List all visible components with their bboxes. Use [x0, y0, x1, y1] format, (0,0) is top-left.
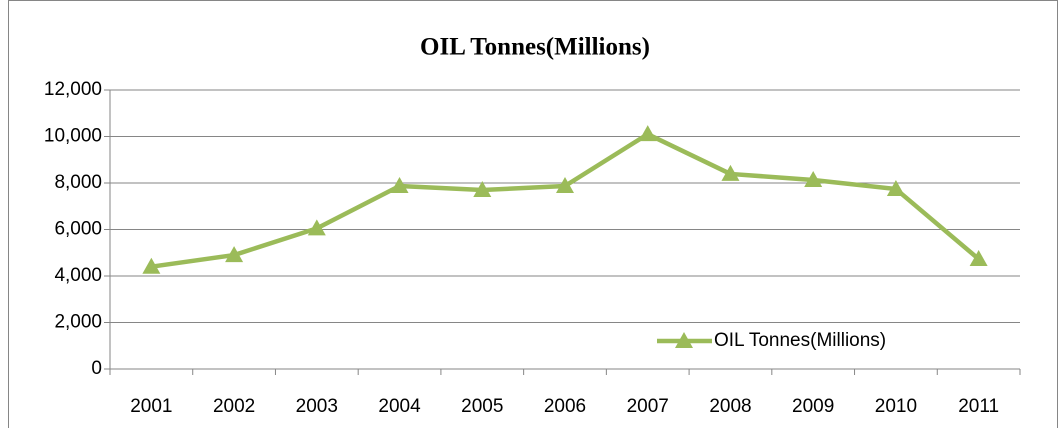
- marker: [142, 257, 161, 274]
- marker: [473, 180, 492, 197]
- y-tick-label: 2,000: [54, 312, 102, 333]
- chart-frame: [8, 0, 1058, 428]
- x-tick-label: 2004: [378, 396, 421, 417]
- marker: [804, 170, 823, 187]
- y-tick-label: 6,000: [54, 219, 102, 240]
- marker: [556, 177, 574, 194]
- x-tick-label: 2010: [875, 396, 917, 417]
- marker: [225, 246, 244, 263]
- legend-marker: [675, 332, 693, 348]
- marker: [886, 180, 905, 197]
- marker: [969, 250, 988, 267]
- legend-label: OIL Tonnes(Millions): [714, 330, 886, 351]
- x-tick-label: 2003: [296, 396, 338, 417]
- line: [151, 131, 981, 269]
- x-tick-label: 2007: [627, 396, 669, 417]
- x-tick-label: 2008: [709, 396, 751, 417]
- x-tick-label: 2001: [130, 396, 172, 417]
- y-tick-label: 0: [91, 358, 102, 379]
- chart-title: OIL Tonnes(Millions): [420, 34, 650, 61]
- y-tick-label: 4,000: [54, 265, 102, 286]
- x-tick-label: 2002: [213, 396, 255, 417]
- marker: [307, 219, 326, 236]
- x-tick-label: 2009: [792, 396, 834, 417]
- marker: [638, 125, 657, 142]
- y-tick-label: 12,000: [44, 79, 102, 100]
- x-tick-label: 2011: [958, 396, 999, 417]
- x-tick-label: 2005: [461, 396, 503, 417]
- y-tick-label: 8,000: [54, 172, 102, 193]
- marker: [721, 164, 740, 181]
- marker: [390, 177, 409, 194]
- x-tick-label: 2006: [544, 396, 586, 417]
- y-tick-label: 10,000: [44, 126, 102, 147]
